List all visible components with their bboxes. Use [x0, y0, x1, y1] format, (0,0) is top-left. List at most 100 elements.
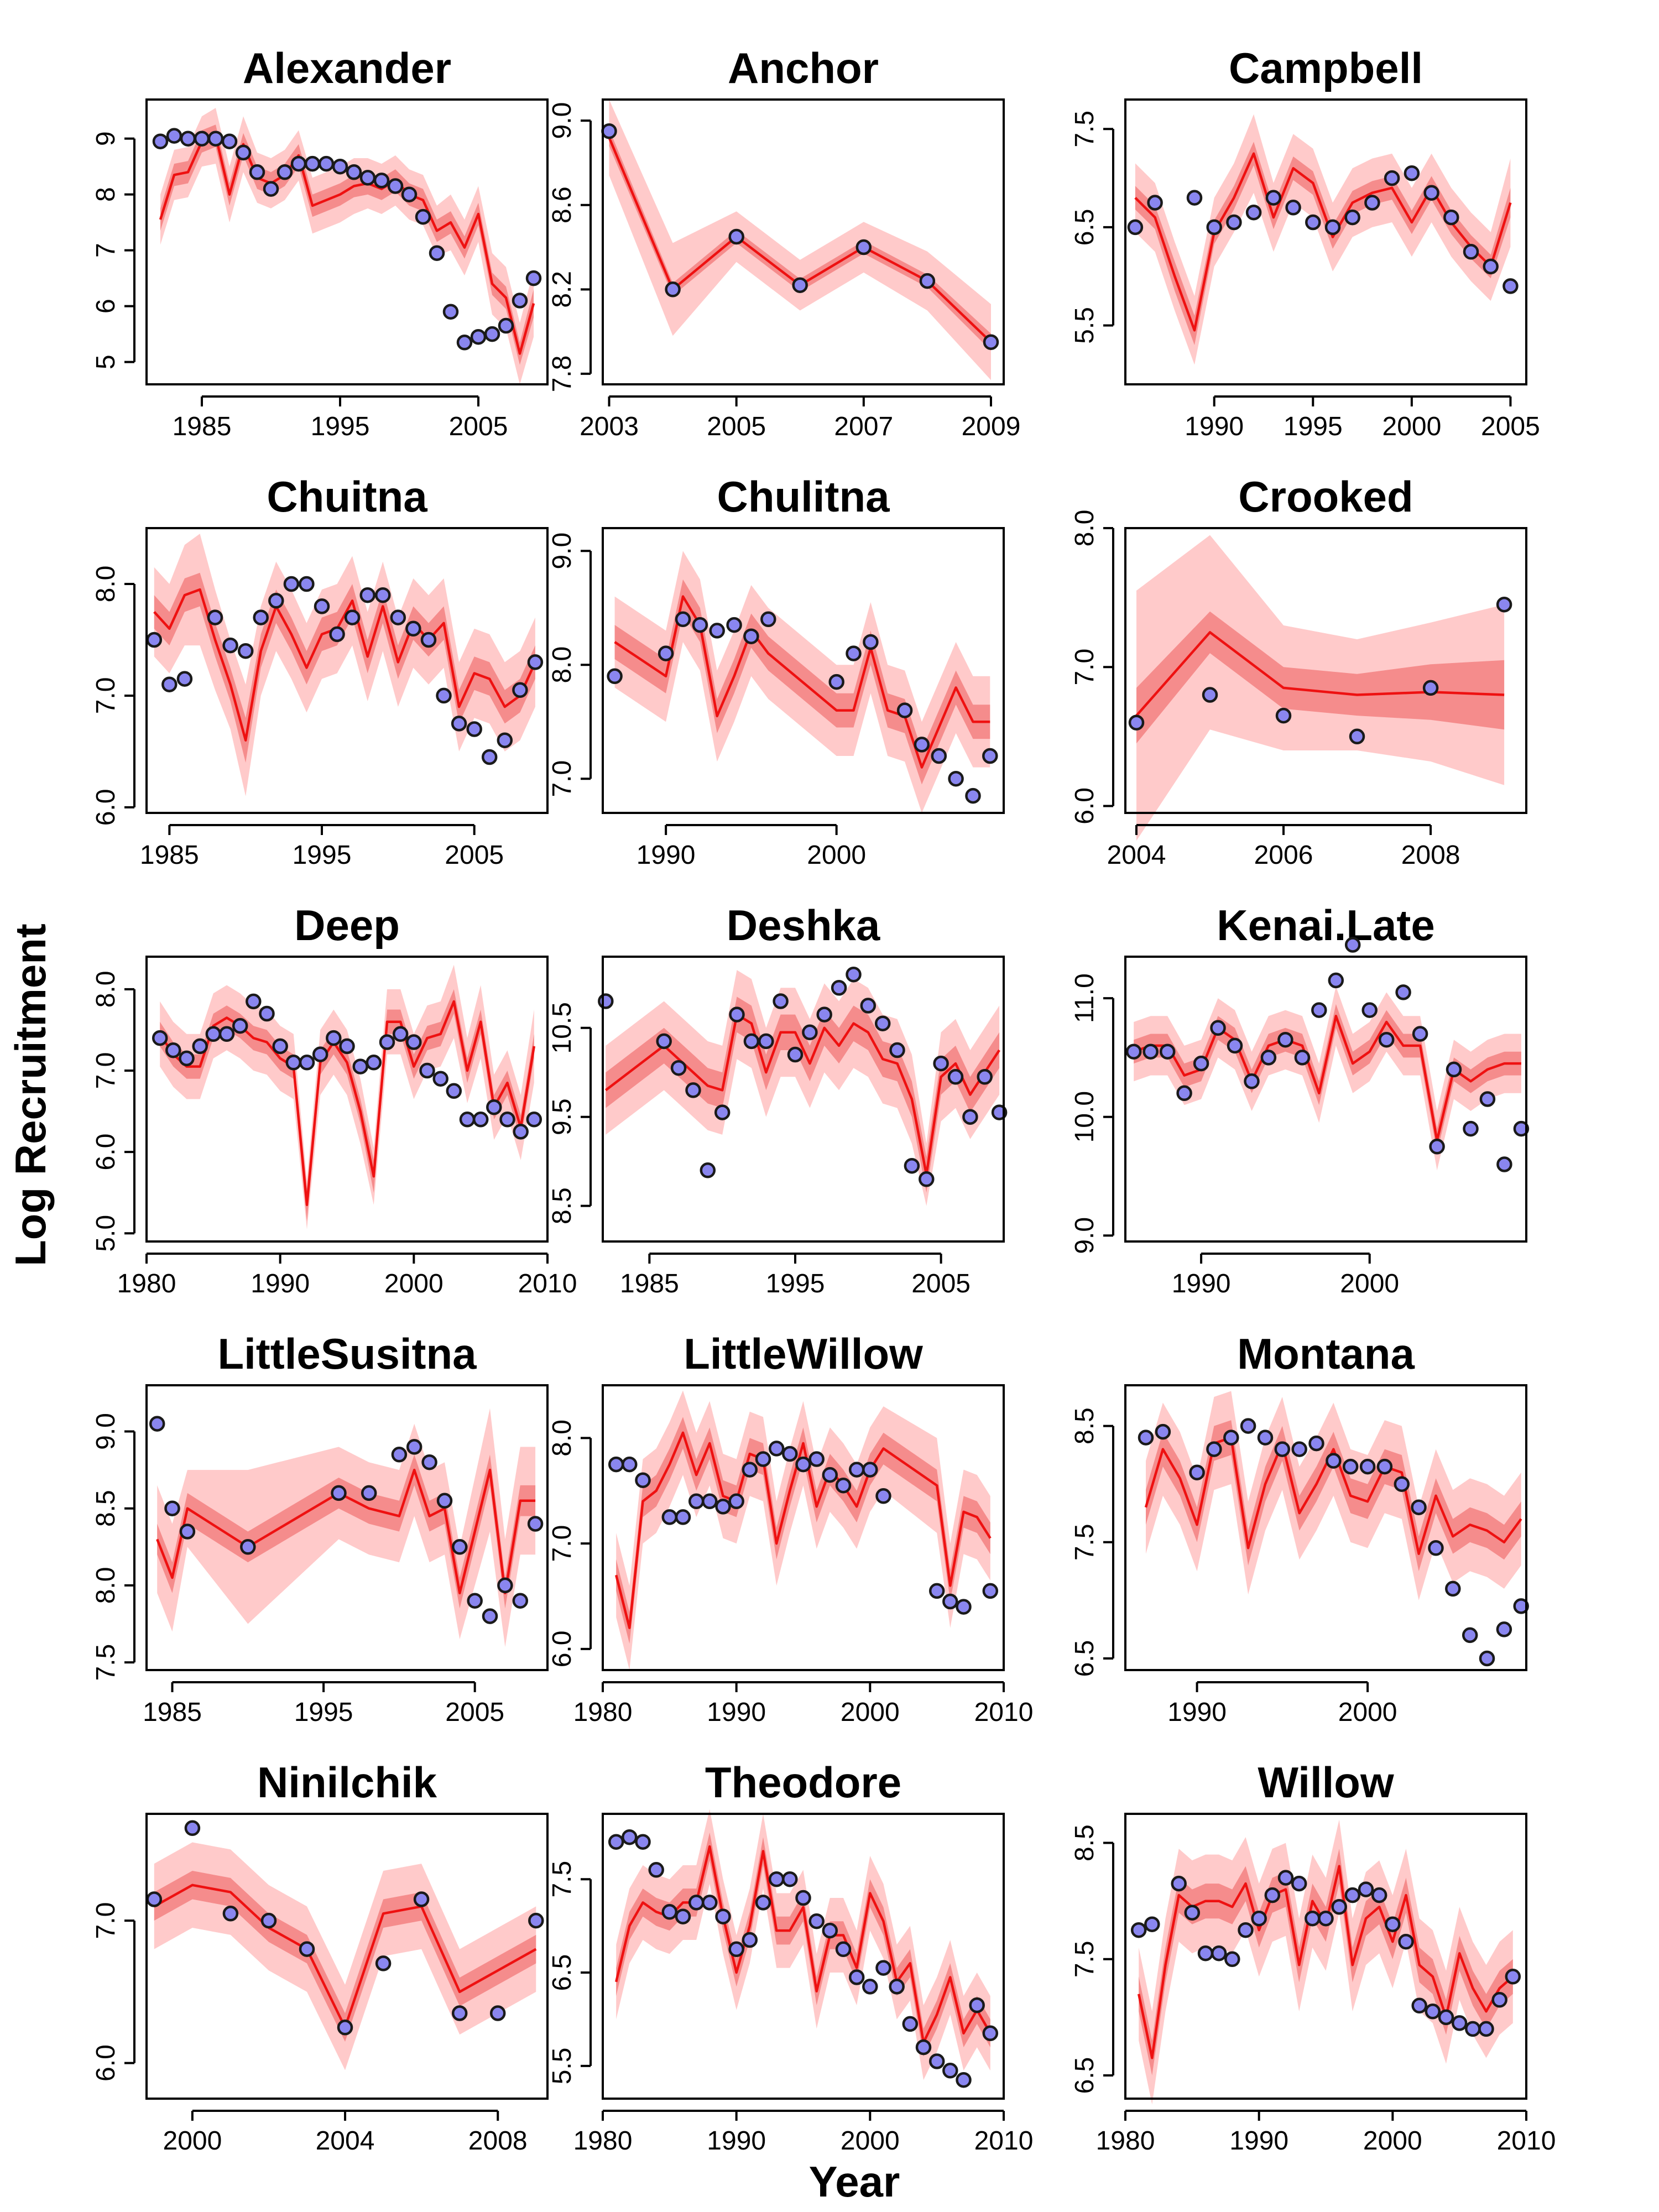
observed-point	[1197, 1945, 1214, 1961]
x-tick-label: 2000	[841, 2126, 900, 2156]
observed-point	[406, 1034, 422, 1050]
x-tick-label: 1990	[707, 1698, 766, 1727]
plot-frame	[1124, 956, 1527, 1243]
observed-point	[1371, 1887, 1387, 1903]
observed-point	[436, 1493, 453, 1509]
observed-point	[253, 609, 269, 625]
observed-point	[332, 158, 348, 175]
panel-title: LittleSusitna	[217, 1329, 477, 1378]
observed-point	[835, 1477, 852, 1494]
observed-point	[729, 1006, 745, 1022]
observed-point	[1202, 687, 1218, 703]
observed-point	[1462, 1627, 1478, 1644]
observed-point	[442, 304, 459, 320]
observed-point	[658, 645, 674, 661]
observed-point	[1496, 1621, 1512, 1637]
y-tick-label: 6.0	[91, 1134, 121, 1171]
y-tick-label: 7	[91, 243, 121, 258]
observed-point	[622, 1829, 638, 1845]
observed-point	[822, 1922, 838, 1939]
y-tick-label: 6.0	[91, 789, 121, 826]
observed-point	[1394, 1476, 1410, 1492]
observed-point	[366, 1055, 382, 1071]
observed-point	[525, 270, 542, 286]
observed-point	[889, 1979, 905, 1995]
y-tick-label: 7.0	[547, 760, 577, 797]
plot-frame	[145, 1384, 549, 1671]
y-tick-label: 8.5	[1070, 1824, 1099, 1861]
observed-point	[1404, 165, 1420, 181]
observed-point	[392, 1026, 409, 1042]
x-tick-label: 2009	[962, 412, 1021, 441]
inner-credible-band	[606, 997, 1000, 1193]
observed-point	[1184, 1905, 1201, 1921]
observed-point	[1385, 1916, 1401, 1932]
fitted-line	[159, 1000, 536, 1207]
panel-deep: Deep 5.0 6.0 7.0 8.0 1980 1990 2000 2010	[91, 901, 577, 1298]
observed-point	[1425, 2004, 1441, 2020]
y-tick-label: 8.5	[91, 1490, 121, 1527]
observed-point	[874, 1015, 891, 1031]
fitted-line	[159, 134, 535, 355]
observed-point	[346, 164, 362, 180]
panel-title: Kenai.Late	[1217, 901, 1434, 950]
y-tick-label: 7.5	[91, 1644, 121, 1681]
observed-point	[601, 123, 617, 139]
x-tick-label: 2000	[384, 1269, 444, 1298]
observed-point	[773, 993, 789, 1009]
observed-point	[221, 133, 238, 149]
x-tick-label: 1980	[117, 1269, 176, 1298]
y-tick-label: 5	[91, 354, 121, 369]
observed-point	[452, 1539, 468, 1555]
observed-point	[149, 1416, 165, 1432]
panel-title: Anchor	[728, 44, 879, 92]
observed-point	[326, 1030, 342, 1046]
y-tick-label: 7.0	[91, 1902, 121, 1939]
x-tick-label: 1995	[311, 412, 370, 441]
y-tick-label: 7.5	[1070, 1524, 1099, 1561]
observed-point	[1130, 1922, 1147, 1938]
observed-point	[914, 737, 930, 753]
observed-point	[728, 1941, 744, 1958]
observed-point	[1238, 1922, 1254, 1938]
observed-point	[915, 2039, 932, 2056]
observed-point	[635, 1834, 651, 1850]
observed-point	[622, 1456, 638, 1473]
observed-point	[768, 1441, 785, 1457]
observed-point	[375, 587, 391, 603]
y-tick-label: 9.0	[547, 533, 577, 570]
x-tick-label: 2005	[445, 1698, 504, 1727]
y-tick-label: 6.5	[1070, 2057, 1099, 2094]
panel-chulitna: Chulitna 7.0 8.0 9.0 1990 2000	[547, 472, 1005, 870]
y-tick-label: 6.5	[547, 1954, 577, 1991]
y-tick-label: 10.5	[547, 1002, 577, 1053]
y-tick-label: 9.0	[547, 102, 577, 139]
y-tick-label: 7.0	[1070, 649, 1099, 686]
observed-point	[1305, 1910, 1321, 1927]
observed-point	[755, 1451, 771, 1467]
observed-point	[456, 335, 473, 351]
observed-point	[675, 1908, 691, 1924]
plot-frame	[602, 98, 1005, 385]
y-tick-label: 7.0	[91, 1052, 121, 1089]
observed-point	[1395, 984, 1411, 1000]
y-tick-label: 10.0	[1070, 1091, 1099, 1142]
observed-point	[1478, 2021, 1494, 2037]
observed-point	[675, 611, 691, 628]
observed-point	[1274, 1441, 1291, 1457]
observed-point	[1308, 1435, 1324, 1452]
observed-point	[1505, 1969, 1521, 1985]
observed-point	[782, 1871, 798, 1887]
y-tick-label: 9.0	[91, 1413, 121, 1450]
observed-point	[1411, 1499, 1427, 1515]
observed-point	[1159, 1044, 1176, 1060]
observed-point	[179, 1050, 195, 1067]
observed-point	[237, 643, 254, 659]
x-tick-label: 2010	[974, 1698, 1034, 1727]
observed-point	[1305, 214, 1321, 231]
observed-point	[808, 1913, 825, 1929]
observed-point	[1138, 1430, 1154, 1446]
observed-point	[459, 1112, 476, 1128]
observed-point	[489, 2005, 506, 2021]
x-tick-label: 2010	[974, 2126, 1034, 2156]
